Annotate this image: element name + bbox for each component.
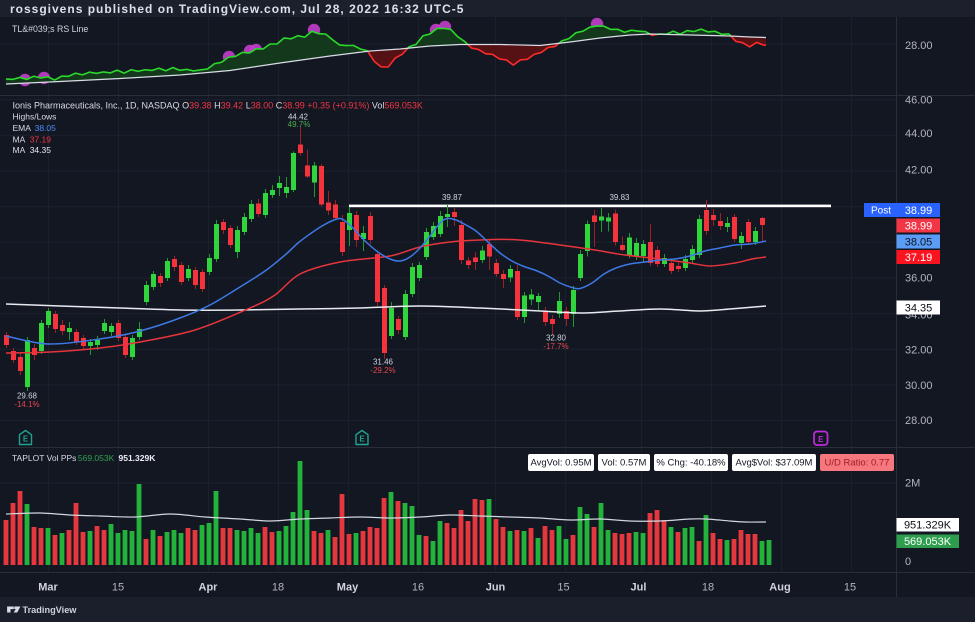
svg-text:Jul: Jul bbox=[631, 582, 647, 594]
svg-text:44.00: 44.00 bbox=[905, 128, 933, 140]
svg-text:38.99: 38.99 bbox=[905, 205, 933, 217]
svg-text:% Chg: -40.18%: % Chg: -40.18% bbox=[656, 458, 726, 469]
svg-text:36.00: 36.00 bbox=[905, 273, 933, 285]
svg-text:U/D Ratio: 0.77: U/D Ratio: 0.77 bbox=[825, 458, 890, 469]
svg-text:32.00: 32.00 bbox=[905, 345, 933, 357]
svg-text:39.83: 39.83 bbox=[609, 193, 630, 202]
svg-text:Highs/Lows: Highs/Lows bbox=[13, 112, 57, 122]
svg-text:TradingView: TradingView bbox=[23, 605, 78, 615]
svg-text:-29.2%: -29.2% bbox=[370, 366, 395, 375]
svg-text:46.00: 46.00 bbox=[905, 95, 933, 107]
svg-text:Apr: Apr bbox=[199, 582, 219, 594]
svg-text:28.00: 28.00 bbox=[905, 415, 933, 427]
svg-text:E: E bbox=[359, 435, 365, 444]
svg-text:Jun: Jun bbox=[486, 582, 506, 594]
svg-text:Ionis Pharmaceuticals, Inc., 1: Ionis Pharmaceuticals, Inc., 1D, NASDAQ … bbox=[13, 101, 423, 111]
svg-text:Vol: 0.57M: Vol: 0.57M bbox=[602, 458, 647, 469]
svg-text:39.87: 39.87 bbox=[442, 193, 463, 202]
svg-text:30.00: 30.00 bbox=[905, 380, 933, 392]
svg-text:-17.7%: -17.7% bbox=[543, 342, 568, 351]
svg-text:34.35: 34.35 bbox=[905, 302, 933, 314]
svg-text:15: 15 bbox=[112, 582, 124, 594]
svg-text:18: 18 bbox=[702, 582, 714, 594]
svg-text:Aug: Aug bbox=[769, 582, 790, 594]
svg-text:Mar: Mar bbox=[38, 582, 58, 594]
svg-text:44.42: 44.42 bbox=[288, 113, 309, 122]
svg-text:31.46: 31.46 bbox=[373, 358, 394, 367]
svg-text:951.329K: 951.329K bbox=[904, 519, 952, 531]
svg-text:2M: 2M bbox=[905, 478, 920, 490]
svg-text:rossgivens published on Tradin: rossgivens published on TradingView.com,… bbox=[10, 2, 464, 16]
svg-text:-14.1%: -14.1% bbox=[14, 400, 39, 409]
svg-text:42.00: 42.00 bbox=[905, 165, 933, 177]
svg-text:28.00: 28.00 bbox=[905, 40, 933, 52]
svg-text:AvgVol: 0.95M: AvgVol: 0.95M bbox=[530, 458, 591, 469]
svg-text:38.99: 38.99 bbox=[905, 220, 933, 232]
svg-text:18: 18 bbox=[272, 582, 284, 594]
svg-text:E: E bbox=[818, 435, 824, 444]
svg-text:38.05: 38.05 bbox=[905, 236, 933, 248]
svg-text:569.053K: 569.053K bbox=[904, 536, 952, 548]
svg-text:E: E bbox=[23, 435, 29, 444]
svg-text:Avg$Vol: $37.09M: Avg$Vol: $37.09M bbox=[736, 458, 813, 469]
svg-text:15: 15 bbox=[557, 582, 569, 594]
svg-text:May: May bbox=[337, 582, 359, 594]
svg-text:37.19: 37.19 bbox=[905, 252, 933, 264]
svg-text:TL&#039;s RS Line: TL&#039;s RS Line bbox=[12, 24, 88, 34]
svg-text:16: 16 bbox=[412, 582, 424, 594]
svg-text:Post: Post bbox=[871, 206, 891, 217]
svg-text:0: 0 bbox=[905, 556, 911, 568]
svg-text:15: 15 bbox=[844, 582, 856, 594]
svg-text:29.68: 29.68 bbox=[17, 392, 38, 401]
svg-text:49.7%: 49.7% bbox=[288, 120, 311, 129]
svg-text:32.80: 32.80 bbox=[546, 334, 567, 343]
